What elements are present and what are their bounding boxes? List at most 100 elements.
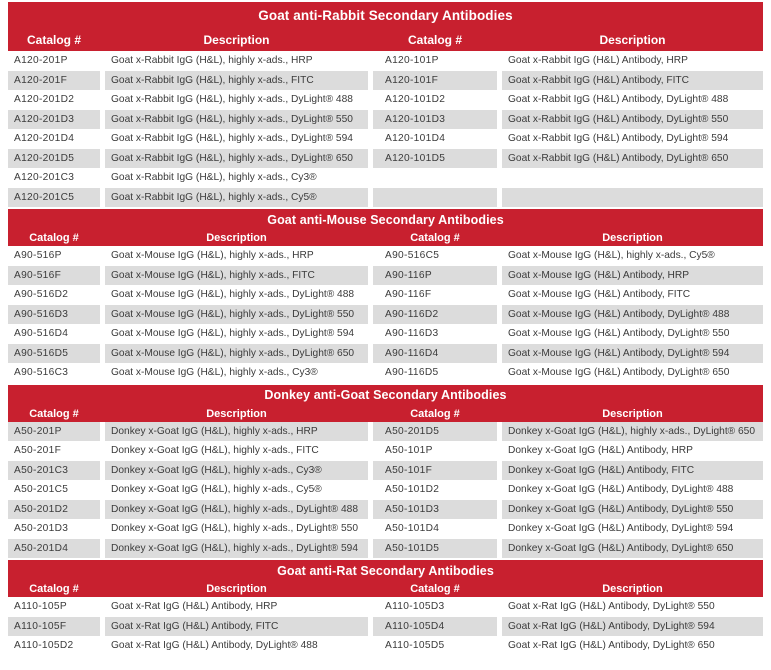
table-row: A110-105D2 Goat x-Rat IgG (H&L) Antibody… — [8, 636, 763, 656]
description-cell-left: Goat x-Rabbit IgG (H&L), highly x-ads., … — [105, 70, 368, 90]
catalog-cell-left: A50-201D4 — [8, 538, 100, 558]
description-cell-left: Goat x-Rat IgG (H&L) Antibody, HRP — [105, 597, 368, 617]
section-title: Goat anti-Mouse Secondary Antibodies — [8, 209, 763, 230]
catalog-cell-right: A120-101D4 — [373, 129, 497, 149]
description-cell-left: Goat x-Rabbit IgG (H&L), highly x-ads., … — [105, 51, 368, 71]
table-row: A90-516D2 Goat x-Mouse IgG (H&L), highly… — [8, 285, 763, 305]
table-row: A50-201C5 Donkey x-Goat IgG (H&L), highl… — [8, 480, 763, 500]
column-header-description-right: Description — [599, 32, 666, 47]
description-cell-right: Goat x-Rat IgG (H&L) Antibody, DyLight® … — [502, 636, 763, 656]
description-cell-right: Goat x-Rat IgG (H&L) Antibody, DyLight® … — [502, 616, 763, 636]
catalog-cell-left: A90-516F — [8, 265, 100, 285]
description-cell-right: Goat x-Rabbit IgG (H&L) Antibody, DyLigh… — [502, 109, 763, 129]
column-header-catalog-left: Catalog # — [29, 583, 79, 595]
description-cell-right: Goat x-Rabbit IgG (H&L) Antibody, DyLigh… — [502, 90, 763, 110]
table-row: A90-516C3 Goat x-Mouse IgG (H&L), highly… — [8, 363, 763, 383]
catalog-cell-right: A120-101D3 — [373, 109, 497, 129]
catalog-cell-right: A50-101F — [373, 460, 497, 480]
catalog-cell-right: A90-116P — [373, 265, 497, 285]
column-header-catalog-left: Catalog # — [29, 407, 79, 420]
description-cell-left: Goat x-Rabbit IgG (H&L), highly x-ads., … — [105, 109, 368, 129]
description-cell-left: Donkey x-Goat IgG (H&L), highly x-ads., … — [105, 480, 368, 500]
description-cell-left: Goat x-Rat IgG (H&L) Antibody, DyLight® … — [105, 636, 368, 656]
description-cell-right: Donkey x-Goat IgG (H&L) Antibody, DyLigh… — [502, 538, 763, 558]
column-header-catalog-left: Catalog # — [26, 32, 81, 47]
catalog-cell-left: A50-201F — [8, 441, 100, 461]
description-cell-right — [502, 187, 763, 207]
section-title: Donkey anti-Goat Secondary Antibodies — [8, 384, 763, 406]
table-row: A120-201F Goat x-Rabbit IgG (H&L), highl… — [8, 70, 763, 90]
table-row: A50-201P Donkey x-Goat IgG (H&L), highly… — [8, 421, 763, 441]
description-cell-left: Donkey x-Goat IgG (H&L), highly x-ads., … — [105, 460, 368, 480]
table-row: A120-201D2 Goat x-Rabbit IgG (H&L), high… — [8, 90, 763, 110]
description-cell-left: Goat x-Mouse IgG (H&L), highly x-ads., D… — [105, 285, 368, 305]
catalog-cell-left: A110-105P — [8, 597, 100, 617]
description-cell-right: Donkey x-Goat IgG (H&L), highly x-ads., … — [502, 421, 763, 441]
table-row: A110-105P Goat x-Rat IgG (H&L) Antibody,… — [8, 597, 763, 617]
column-header-catalog-right: Catalog # — [410, 232, 460, 244]
section: Donkey anti-Goat Secondary Antibodies Ca… — [8, 384, 763, 558]
column-header-catalog-right: Catalog # — [410, 583, 460, 595]
section: Goat anti-Mouse Secondary Antibodies Cat… — [8, 209, 763, 383]
column-header-catalog-left: Catalog # — [29, 232, 79, 244]
table-row: A50-201C3 Donkey x-Goat IgG (H&L), highl… — [8, 460, 763, 480]
catalog-cell-left: A50-201D2 — [8, 499, 100, 519]
description-cell-left: Goat x-Rabbit IgG (H&L), highly x-ads., … — [105, 187, 368, 207]
table-row: A50-201F Donkey x-Goat IgG (H&L), highly… — [8, 441, 763, 461]
description-cell-left: Goat x-Mouse IgG (H&L), highly x-ads., H… — [105, 246, 368, 266]
catalog-cell-left: A50-201D3 — [8, 519, 100, 539]
table-row: A120-201P Goat x-Rabbit IgG (H&L), highl… — [8, 51, 763, 71]
catalog-cell-right: A110-105D4 — [373, 616, 497, 636]
description-cell-right: Donkey x-Goat IgG (H&L) Antibody, FITC — [502, 460, 763, 480]
table-row: A120-201C5 Goat x-Rabbit IgG (H&L), high… — [8, 187, 763, 207]
catalog-cell-right: A90-116D4 — [373, 343, 497, 363]
section-header-row: Catalog # Description Catalog # Descript… — [8, 230, 763, 246]
column-header-description-right: Description — [602, 583, 663, 595]
description-cell-right: Goat x-Rat IgG (H&L) Antibody, DyLight® … — [502, 597, 763, 617]
description-cell-left: Goat x-Mouse IgG (H&L), highly x-ads., D… — [105, 343, 368, 363]
catalog-cell-left: A120-201D4 — [8, 129, 100, 149]
section: Goat anti-Rat Secondary Antibodies Catal… — [8, 560, 763, 656]
description-cell-left: Goat x-Rabbit IgG (H&L), highly x-ads., … — [105, 90, 368, 110]
description-cell-left: Goat x-Mouse IgG (H&L), highly x-ads., F… — [105, 265, 368, 285]
catalog-cell-right: A50-101D2 — [373, 480, 497, 500]
description-cell-left: Donkey x-Goat IgG (H&L), highly x-ads., … — [105, 421, 368, 441]
table-row: A120-201C3 Goat x-Rabbit IgG (H&L), high… — [8, 168, 763, 188]
description-cell-right: Donkey x-Goat IgG (H&L) Antibody, DyLigh… — [502, 480, 763, 500]
catalog-cell-left: A120-201C3 — [8, 168, 100, 188]
catalog-cell-left: A120-201C5 — [8, 187, 100, 207]
column-header-description-left: Description — [206, 407, 267, 420]
catalog-cell-right: A120-101P — [373, 51, 497, 71]
table-row: A120-201D3 Goat x-Rabbit IgG (H&L), high… — [8, 109, 763, 129]
catalog-cell-left: A110-105F — [8, 616, 100, 636]
catalog-cell-right: A90-516C5 — [373, 246, 497, 266]
catalog-cell-right — [373, 187, 497, 207]
catalog-cell-left: A120-201D2 — [8, 90, 100, 110]
description-cell-left: Goat x-Rabbit IgG (H&L), highly x-ads., … — [105, 148, 368, 168]
section-title: Goat anti-Rat Secondary Antibodies — [8, 560, 763, 581]
table-row: A90-516F Goat x-Mouse IgG (H&L), highly … — [8, 265, 763, 285]
catalog-cell-right: A120-101D5 — [373, 148, 497, 168]
description-cell-right: Goat x-Mouse IgG (H&L) Antibody, DyLight… — [502, 304, 763, 324]
table-row: A90-516P Goat x-Mouse IgG (H&L), highly … — [8, 246, 763, 266]
catalog-cell-left: A90-516P — [8, 246, 100, 266]
catalog-cell-left: A120-201D3 — [8, 109, 100, 129]
section-header-row: Catalog # Description Catalog # Descript… — [8, 405, 763, 422]
catalog-cell-right: A50-101P — [373, 441, 497, 461]
description-cell-left: Goat x-Mouse IgG (H&L), highly x-ads., D… — [105, 324, 368, 344]
catalog-cell-left: A50-201C3 — [8, 460, 100, 480]
catalog-cell-right: A110-105D3 — [373, 597, 497, 617]
table-row: A110-105F Goat x-Rat IgG (H&L) Antibody,… — [8, 616, 763, 636]
description-cell-left: Donkey x-Goat IgG (H&L), highly x-ads., … — [105, 538, 368, 558]
description-cell-right: Goat x-Mouse IgG (H&L) Antibody, DyLight… — [502, 363, 763, 383]
table-row: A120-201D5 Goat x-Rabbit IgG (H&L), high… — [8, 148, 763, 168]
description-cell-left: Goat x-Rat IgG (H&L) Antibody, FITC — [105, 616, 368, 636]
table-row: A90-516D5 Goat x-Mouse IgG (H&L), highly… — [8, 343, 763, 363]
catalog-cell-left: A90-516D4 — [8, 324, 100, 344]
description-cell-right: Donkey x-Goat IgG (H&L) Antibody, DyLigh… — [502, 499, 763, 519]
table-row: A50-201D4 Donkey x-Goat IgG (H&L), highl… — [8, 538, 763, 558]
column-header-catalog-right: Catalog # — [410, 407, 460, 420]
description-cell-left: Goat x-Mouse IgG (H&L), highly x-ads., C… — [105, 363, 368, 383]
column-header-description-right: Description — [602, 407, 663, 420]
description-cell-right: Goat x-Mouse IgG (H&L), highly x-ads., C… — [502, 246, 763, 266]
